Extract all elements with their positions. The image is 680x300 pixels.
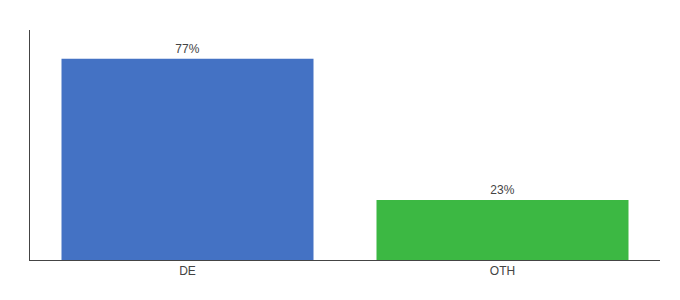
svg-text:23%: 23% <box>490 183 514 197</box>
svg-text:OTH: OTH <box>490 264 515 278</box>
svg-text:77%: 77% <box>175 42 199 56</box>
svg-text:DE: DE <box>179 264 196 278</box>
